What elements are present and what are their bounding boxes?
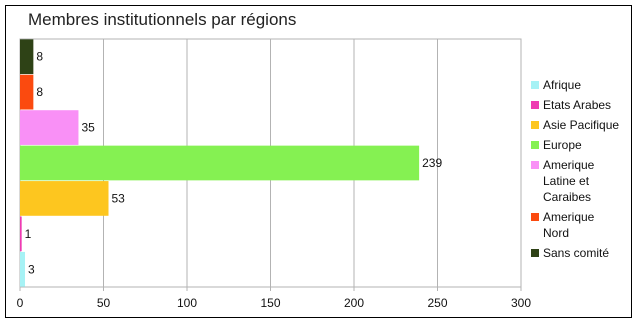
legend-swatch: [531, 121, 539, 129]
legend-swatch: [531, 101, 539, 109]
bar-sans-comit-: [20, 39, 34, 75]
legend-swatch: [531, 81, 539, 89]
tick-label-150: 150: [260, 296, 280, 310]
tick-label-300: 300: [511, 296, 531, 310]
legend-label: Latine et: [543, 174, 590, 188]
legend-label: Etats Arabes: [543, 98, 612, 112]
bars: [20, 39, 420, 287]
bar-afrique: [20, 251, 26, 287]
legend-label: Caraibes: [543, 190, 592, 204]
legend-item-amerique-latine-et-caraibes: Amerique Latine et Caraibes: [531, 157, 631, 205]
tick-label-0: 0: [17, 296, 24, 310]
data-label-etats-arabes: 1: [25, 227, 32, 241]
legend-label: Europe: [543, 138, 582, 152]
legend-label: Sans comité: [543, 246, 610, 260]
legend-label: Amerique: [543, 158, 595, 172]
legend-item-afrique: Afrique: [531, 77, 631, 93]
tick-label-200: 200: [344, 296, 364, 310]
legend-item-europe: Europe: [531, 137, 631, 153]
data-label-sans-comit-: 8: [36, 50, 43, 64]
bar-etats-arabes: [20, 216, 22, 252]
data-labels: 3 1 53 239 35 8 8: [25, 50, 443, 277]
data-label-amerique-latine-et-caraibes: 35: [81, 121, 95, 135]
legend-swatch: [531, 141, 539, 149]
legend-swatch: [531, 249, 539, 257]
bar-amerique-nord: [20, 74, 34, 110]
legend-label: Amerique: [543, 210, 595, 224]
legend-item-sans-comit-: Sans comité: [531, 245, 631, 261]
legend-item-asie-pacifique: Asie Pacifique: [531, 117, 631, 133]
legend-label: Nord: [543, 226, 570, 240]
data-label-europe: 239: [422, 156, 442, 170]
legend-swatch: [531, 213, 539, 221]
legend-item-etats-arabes: Etats Arabes: [531, 97, 631, 113]
bar-europe: [20, 145, 420, 181]
legend: Afrique Etats Arabes Asie Pacifique Europe A…: [531, 77, 631, 265]
bar-asie-pacifique: [20, 181, 109, 216]
bar-amerique-latine-et-caraibes: [20, 110, 79, 145]
chart-frame: [5, 5, 632, 318]
data-label-asie-pacifique: 53: [112, 191, 126, 205]
chart-title: Membres institutionnels par régions: [28, 10, 297, 29]
legend-label: Afrique: [543, 78, 582, 92]
tick-label-250: 250: [427, 296, 447, 310]
data-label-amerique-nord: 8: [36, 85, 43, 99]
legend-swatch: [531, 161, 539, 169]
legend-item-amerique-nord: Amerique Nord: [531, 209, 631, 241]
x-axis-ticks: 0 50 100 150 200 250 300: [17, 287, 531, 310]
tick-label-50: 50: [97, 296, 111, 310]
tick-label-100: 100: [177, 296, 197, 310]
data-label-afrique: 3: [28, 262, 35, 276]
legend-label: Asie Pacifique: [543, 118, 620, 132]
